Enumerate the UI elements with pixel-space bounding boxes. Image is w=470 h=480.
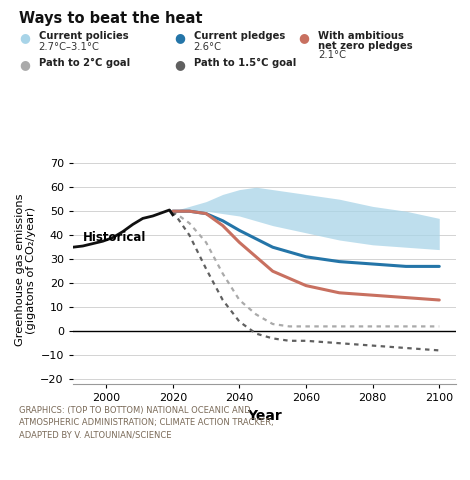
Text: GRAPHICS: (TOP TO BOTTOM) NATIONAL OCEANIC AND
ATMOSPHERIC ADMINISTRATION; CLIMA: GRAPHICS: (TOP TO BOTTOM) NATIONAL OCEAN… — [19, 406, 274, 440]
Text: Path to 1.5°C goal: Path to 1.5°C goal — [194, 58, 296, 68]
Text: ●: ● — [174, 58, 185, 71]
Text: ●: ● — [174, 31, 185, 44]
Text: Current policies: Current policies — [39, 31, 128, 41]
Text: ●: ● — [298, 31, 309, 44]
Text: ●: ● — [19, 31, 30, 44]
Y-axis label: Greenhouse gas emissions
(gigatons of CO₂/year): Greenhouse gas emissions (gigatons of CO… — [15, 194, 36, 346]
Text: Historical: Historical — [83, 231, 146, 244]
Text: Path to 2°C goal: Path to 2°C goal — [39, 58, 130, 68]
Text: Current pledges: Current pledges — [194, 31, 285, 41]
Text: 2.6°C: 2.6°C — [194, 42, 222, 52]
X-axis label: Year: Year — [247, 408, 282, 422]
Text: 2.7°C–3.1°C: 2.7°C–3.1°C — [39, 42, 100, 52]
Text: 2.1°C: 2.1°C — [318, 50, 346, 60]
Text: With ambitious: With ambitious — [318, 31, 404, 41]
Text: net zero pledges: net zero pledges — [318, 41, 413, 51]
Text: ●: ● — [19, 58, 30, 71]
Text: Ways to beat the heat: Ways to beat the heat — [19, 11, 202, 25]
